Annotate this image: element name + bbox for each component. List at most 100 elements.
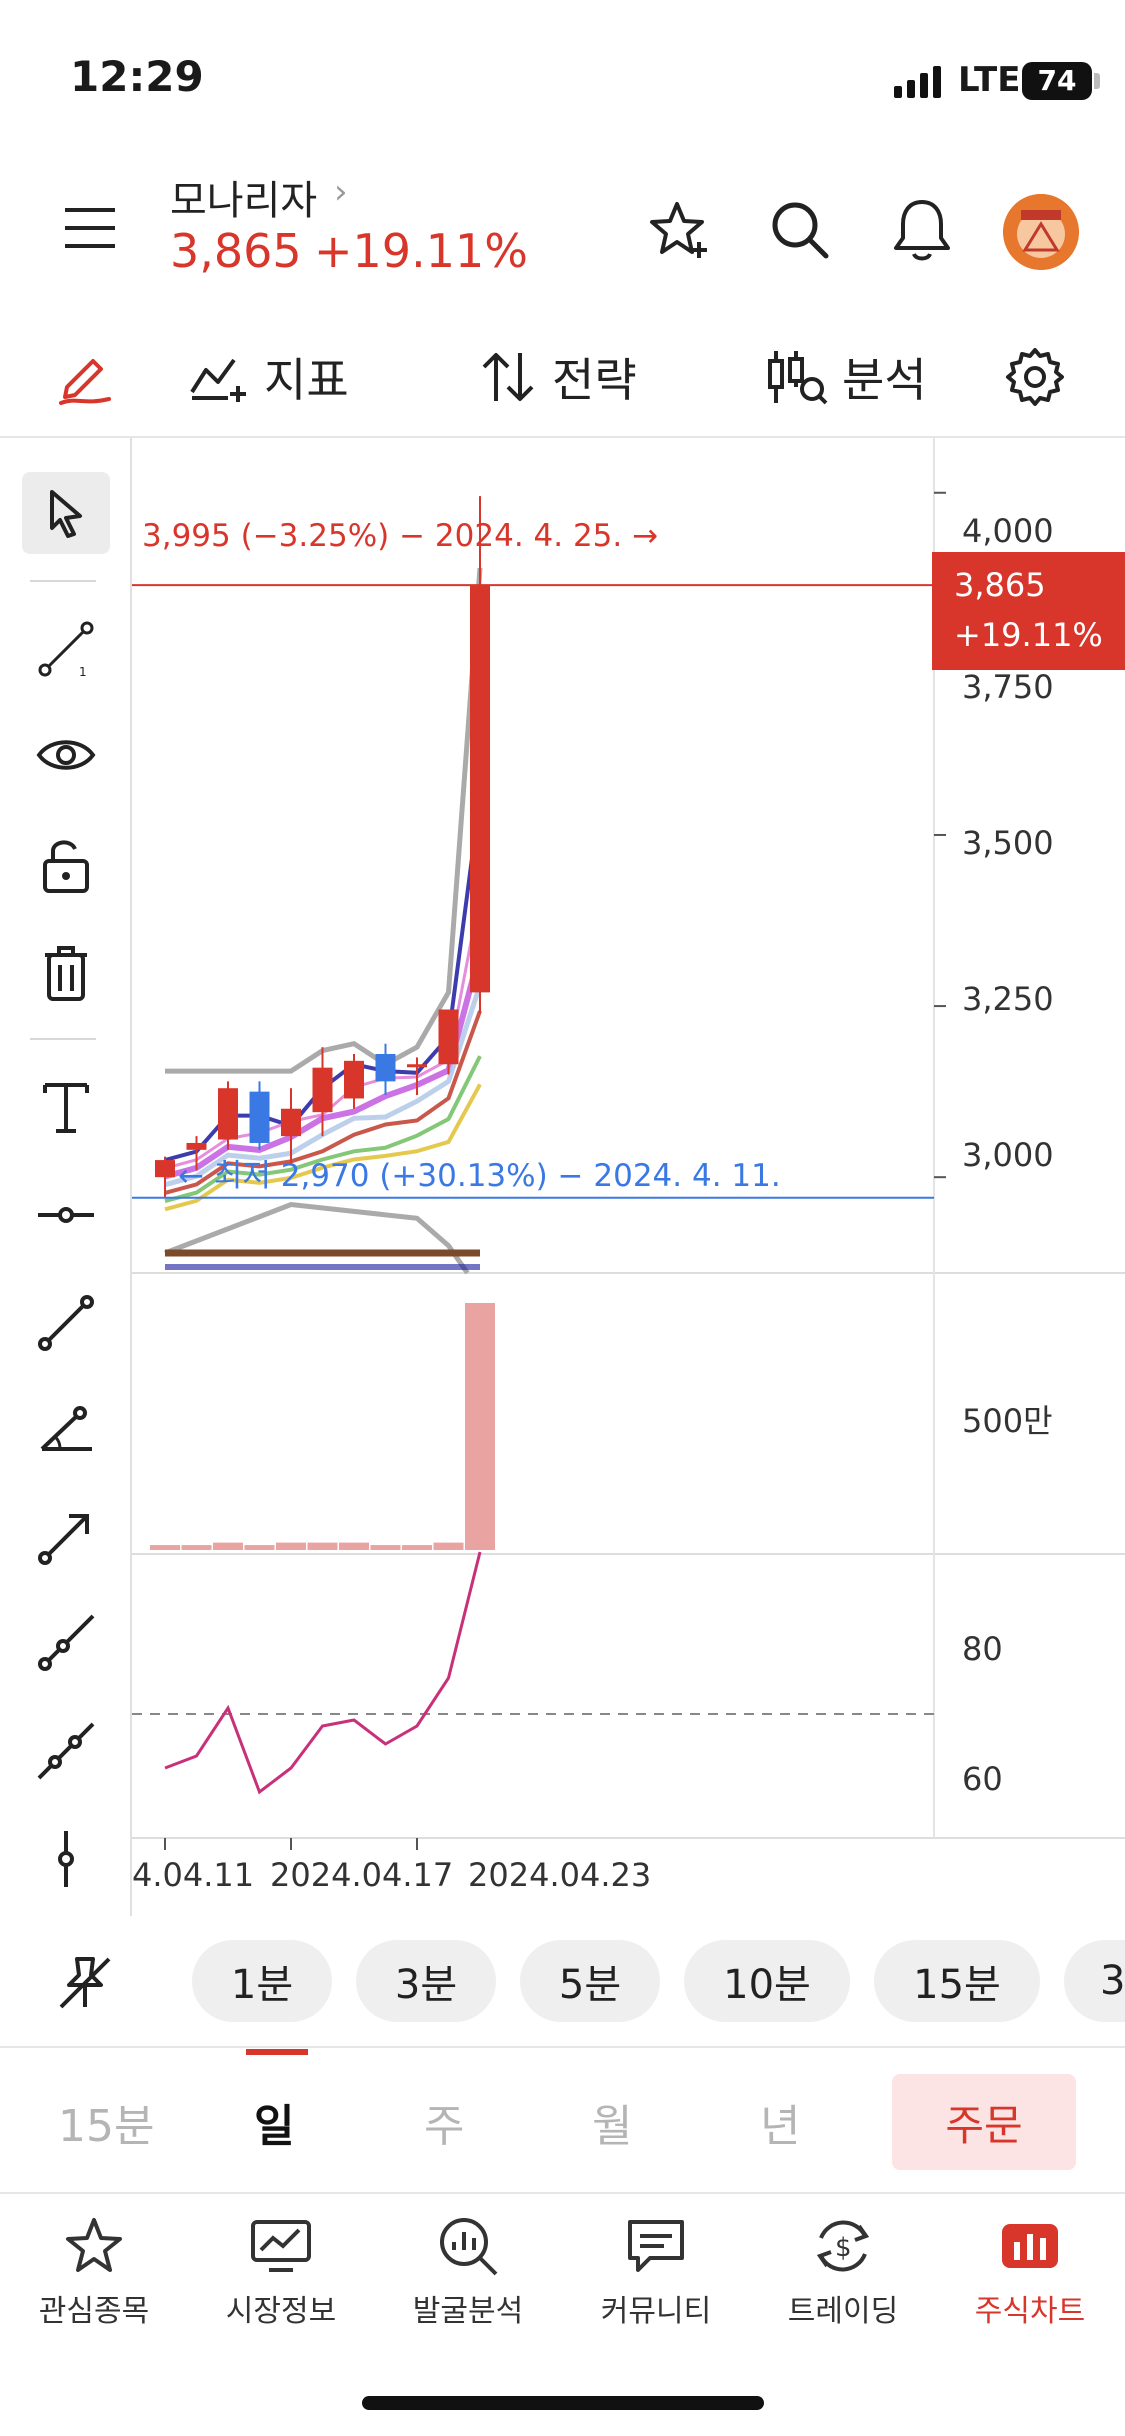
x-label-0417: 2024.04.17 [270,1856,454,1894]
period-year[interactable]: 년 [760,2101,801,2152]
moving-average-line [164,1010,482,1195]
bell-icon[interactable] [882,190,962,270]
period-row: 15분 일 주 월 년 [0,2050,1125,2194]
timeframe-row: 1분 3분 5분 10분 15분 3 [0,1918,1125,2048]
moving-average-line [164,1055,482,1204]
avatar[interactable] [1003,194,1079,270]
dollar-cycle-icon: $ [816,2220,870,2272]
timeframe-3min[interactable]: 3분 [356,1940,496,2022]
nav-label-watchlist: 관심종목 [38,2294,150,2329]
stock-name[interactable]: 모나리자 [170,178,318,224]
y-label-rsi-60: 60 [962,1760,1003,1798]
order-button[interactable]: 주문 [892,2074,1076,2170]
unlock-icon[interactable] [22,824,110,906]
current-price-tag: 3,865 +19.11% [932,552,1125,670]
arrow-line-tool-icon[interactable] [22,1496,110,1578]
extended-line-tool-icon[interactable] [22,1710,110,1792]
unpin-icon[interactable] [50,1948,120,2018]
candle-body [281,1108,301,1137]
bottom-nav: 관심종목 시장정보 발굴분석 커뮤니티 $ 트레이딩 주식차트 [0,2194,1125,2436]
candle-body [186,1142,207,1150]
envelope-lower-line [164,1202,470,1275]
volume-bar [465,1303,495,1550]
magnify-chart-icon [440,2218,498,2276]
low-annotation: ← 최저 2,970 (+30.13%) − 2024. 4. 11. [178,1158,781,1194]
stock-price: 3,865 [170,224,302,278]
strategy-icon [482,353,534,401]
line-tool-icon[interactable] [22,1282,110,1364]
timeframe-5min[interactable]: 5분 [520,1940,660,2022]
angle-tool-icon[interactable] [22,1388,110,1470]
status-bar: 12:29 LTE 74 [0,0,1125,150]
nav-watchlist[interactable]: 관심종목 [0,2214,188,2330]
y-label-3250: 3,250 [962,980,1054,1018]
moving-average-line [164,1083,482,1212]
analysis-button[interactable]: 분석 [766,342,927,412]
monitor-chart-icon [251,2220,311,2272]
volume-bar [307,1542,338,1550]
stock-chart[interactable] [132,438,1125,1916]
strategy-button[interactable]: 전략 [480,342,637,412]
candle-body [407,1064,427,1068]
y-label-3500: 3,500 [962,824,1054,862]
indicator-icon [190,358,246,402]
horizontal-line-tool-icon[interactable] [22,1174,110,1256]
period-15min[interactable]: 15분 [58,2101,155,2152]
signal-icon [894,66,941,98]
timeframe-30min[interactable]: 3 [1064,1940,1125,2022]
star-icon [66,2218,122,2272]
star-plus-icon[interactable] [640,192,720,268]
network-label: LTE [958,60,1021,100]
cursor-tool-icon[interactable] [22,472,110,554]
y-label-3750: 3,750 [962,668,1054,706]
period-week[interactable]: 주 [424,2101,465,2152]
candle-body [249,1091,270,1143]
y-label-3000: 3,000 [962,1136,1054,1174]
text-tool-icon[interactable] [22,1066,110,1148]
eye-icon[interactable] [22,714,110,796]
stock-chevron-icon[interactable]: › [334,172,348,212]
nav-discovery[interactable]: 발굴분석 [374,2214,562,2330]
trash-icon[interactable] [22,932,110,1014]
home-indicator [362,2396,764,2410]
period-day[interactable]: 일 [254,2101,295,2152]
menu-icon[interactable] [54,192,126,264]
nav-label-market: 시장정보 [225,2294,337,2329]
battery-icon: 74 [1022,62,1092,100]
timeframe-15min[interactable]: 15분 [874,1940,1040,2022]
price-tag-change: +19.11% [954,616,1103,654]
vertical-line-tool-icon[interactable] [22,1818,110,1900]
nav-community[interactable]: 커뮤니티 [562,2214,750,2330]
candle-body [218,1088,238,1140]
volume-bar [213,1542,243,1550]
candle-body [312,1067,333,1113]
ray-tool-icon[interactable] [22,1602,110,1684]
chart-area[interactable]: 3,995 (−3.25%) − 2024. 4. 25. → ← 최저 2,9… [132,438,1125,1916]
nav-stock-chart[interactable]: 주식차트 [936,2214,1124,2330]
volume-bar [339,1542,369,1550]
chat-icon [628,2220,684,2272]
nav-label-discovery: 발굴분석 [412,2294,524,2329]
nav-trading[interactable]: $ 트레이딩 [749,2214,937,2330]
pencil-icon[interactable] [50,342,120,412]
candle-body [344,1060,364,1099]
indicator-button[interactable]: 지표 [188,342,349,412]
candle-body [470,585,490,993]
trendline-tool-icon[interactable]: 1 [22,608,110,690]
search-icon[interactable] [760,192,840,268]
nav-label-community: 커뮤니티 [600,2294,712,2329]
strategy-label: 전략 [552,353,637,407]
volume-bar [433,1542,464,1550]
nav-label-trading: 트레이딩 [787,2294,899,2329]
stock-change-pct: +19.11% [314,224,528,278]
svg-text:$: $ [835,2233,852,2263]
volume-bar [150,1545,180,1550]
y-label-volume: 500만 [962,1402,1053,1440]
volume-bar [244,1545,275,1550]
timeframe-10min[interactable]: 10분 [684,1940,850,2022]
gear-icon[interactable] [998,340,1072,414]
timeframe-1min[interactable]: 1분 [192,1940,332,2022]
period-month[interactable]: 월 [592,2101,633,2152]
active-timeframe-indicator [246,2049,308,2055]
nav-market[interactable]: 시장정보 [187,2214,375,2330]
